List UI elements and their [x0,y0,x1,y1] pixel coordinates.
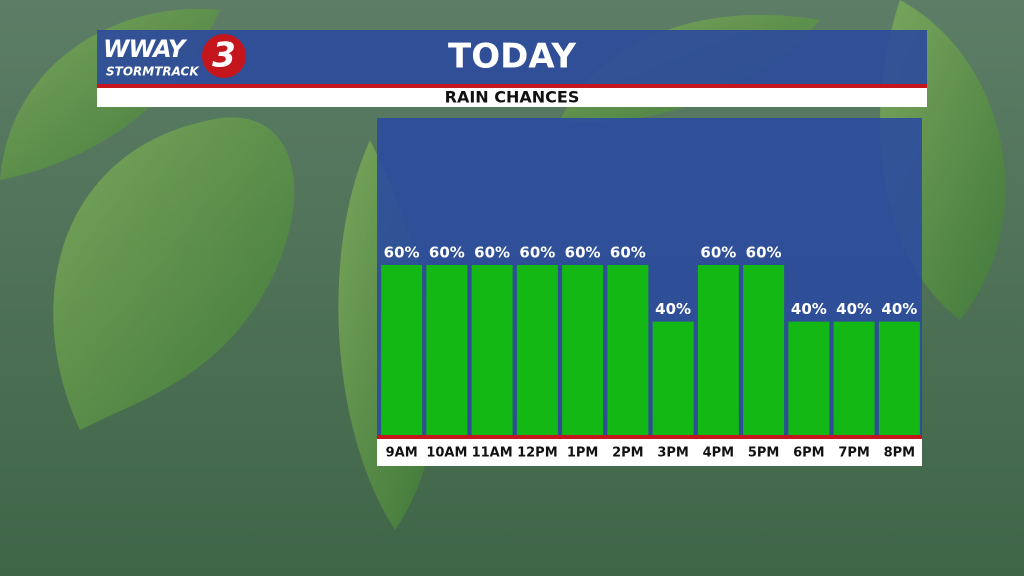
x-tick-label: 7PM [838,446,870,461]
brand-number: 3 [212,36,236,76]
x-tick-label: 12PM [517,446,558,461]
category-strip [377,439,922,466]
bar [697,265,739,435]
value-label: 60% [474,244,510,262]
brand-name: WWAY [103,35,188,63]
bar [516,265,558,435]
x-tick-label: 9AM [386,446,418,461]
header-rule [97,84,927,88]
value-label: 60% [610,244,646,262]
value-label: 40% [836,300,872,318]
x-tick-label: 2PM [612,446,644,461]
x-tick-label: 6PM [793,446,825,461]
x-tick-label: 5PM [748,446,780,461]
x-tick-label: 4PM [703,446,735,461]
bar [562,265,604,435]
value-label: 60% [429,244,465,262]
brand-badge [202,34,246,78]
bar [743,265,785,435]
plot-area [377,118,922,436]
bar [381,265,423,435]
bar [607,265,649,435]
bar [652,321,694,435]
bar [471,265,513,435]
value-label: 40% [881,300,917,318]
x-tick-label: 8PM [884,446,916,461]
value-label: 60% [384,244,420,262]
bar [426,265,468,435]
chart-subtitle: RAIN CHANCES [445,88,580,107]
bar [833,321,875,435]
value-label: 60% [746,244,782,262]
x-tick-label: 1PM [567,446,599,461]
bar [878,321,920,435]
subtitle-bar [97,88,927,107]
value-label: 60% [519,244,555,262]
brand-tagline: STORMTRACK [106,65,200,79]
value-label: 40% [791,300,827,318]
value-label: 40% [655,300,691,318]
chart-title: TODAY [448,37,576,77]
x-tick-label: 3PM [657,446,689,461]
value-label: 60% [565,244,601,262]
bars: 9AM 60% 10AM 60% 11AM 60% 12PM 60% 1PM 60% 2PM 60% 3… [381,244,920,461]
axis-rule [377,435,922,439]
x-tick-label: 10AM [426,446,467,461]
value-label: 60% [700,244,736,262]
x-tick-label: 11AM [472,446,513,461]
bar [788,321,830,435]
